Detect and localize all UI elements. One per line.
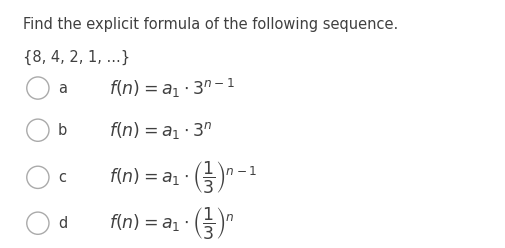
Text: d: d	[58, 216, 67, 231]
Text: $f(n) = a_1 \cdot 3^{n}$: $f(n) = a_1 \cdot 3^{n}$	[109, 120, 212, 141]
Text: a: a	[58, 81, 67, 95]
Text: $f(n) = a_1 \cdot \left(\dfrac{1}{3}\right)^{n-1}$: $f(n) = a_1 \cdot \left(\dfrac{1}{3}\rig…	[109, 159, 257, 195]
Text: b: b	[58, 123, 67, 138]
Text: $f(n) = a_1 \cdot 3^{n-1}$: $f(n) = a_1 \cdot 3^{n-1}$	[109, 76, 234, 100]
Text: Find the explicit formula of the following sequence.: Find the explicit formula of the followi…	[23, 17, 398, 32]
Text: {8, 4, 2, 1, ...}: {8, 4, 2, 1, ...}	[23, 50, 130, 65]
Text: c: c	[58, 170, 66, 185]
Text: $f(n) = a_1 \cdot \left(\dfrac{1}{3}\right)^{n}$: $f(n) = a_1 \cdot \left(\dfrac{1}{3}\rig…	[109, 205, 234, 241]
